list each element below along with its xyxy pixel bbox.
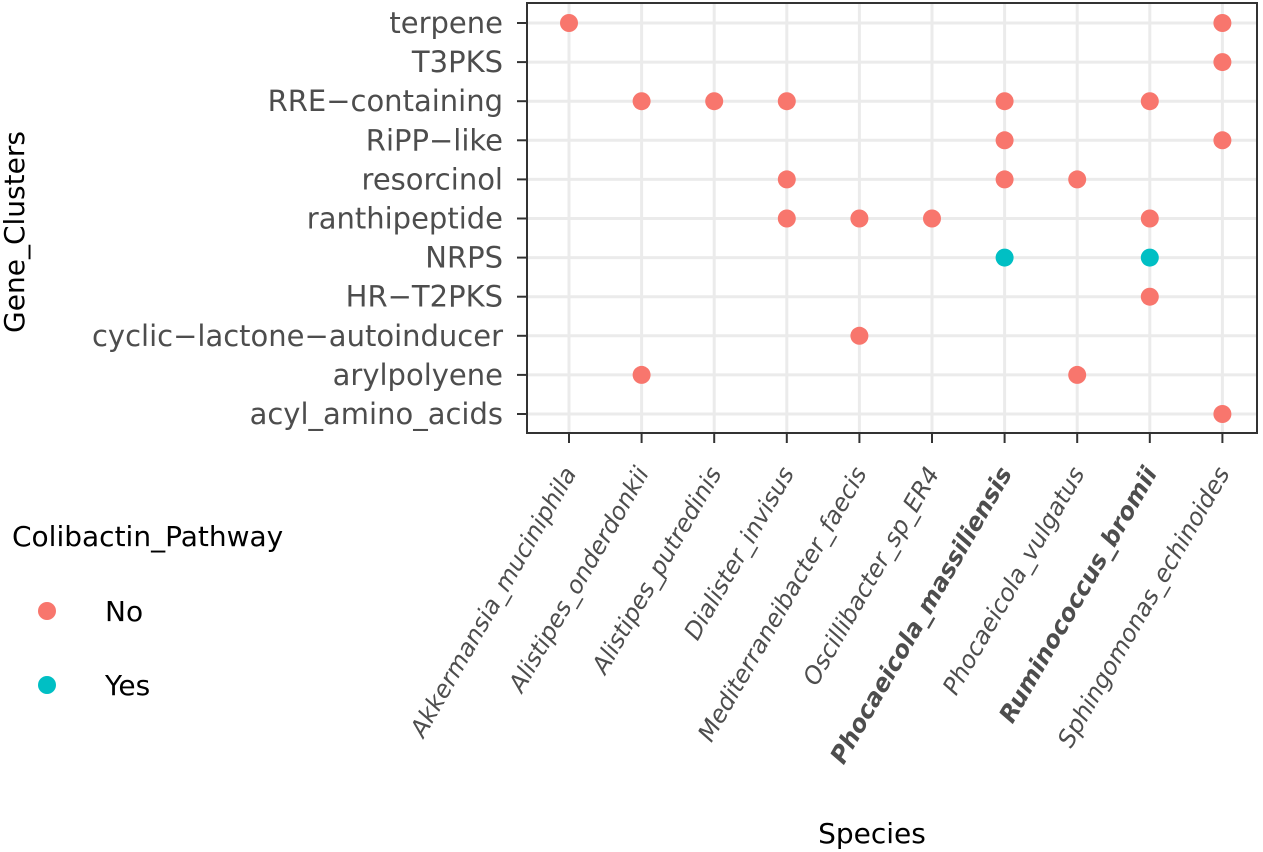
data-point xyxy=(850,209,869,228)
points-layer xyxy=(560,14,1232,423)
data-point xyxy=(995,131,1014,150)
x-tick-label: Oscillibacter_sp_ER4 xyxy=(797,462,945,690)
y-tick-label: cyclic−lactone−autoinducer xyxy=(92,319,503,353)
y-tick-label: NRPS xyxy=(425,241,503,275)
legend-label-yes: Yes xyxy=(104,669,150,702)
y-tick-label: RiPP−like xyxy=(366,123,503,157)
y-tick-label: ranthipeptide xyxy=(307,202,503,236)
legend: Colibactin_Pathway No Yes xyxy=(12,520,283,702)
data-point xyxy=(1213,131,1232,150)
data-point xyxy=(850,326,869,345)
y-tick-label: terpene xyxy=(389,6,503,40)
x-axis: Akkermansia_muciniphilaAlistipes_onderdo… xyxy=(404,433,1236,769)
data-point xyxy=(1068,365,1087,384)
data-point xyxy=(632,365,651,384)
y-tick-label: RRE−containing xyxy=(268,84,503,118)
data-point xyxy=(1213,405,1232,423)
x-tick-label: Alistipes_putredinis xyxy=(585,462,727,680)
y-axis: acyl_amino_acids arylpolyene cyclic−lacton… xyxy=(92,6,527,431)
legend-title: Colibactin_Pathway xyxy=(12,520,283,553)
data-point xyxy=(1140,209,1159,228)
data-point xyxy=(560,14,578,32)
y-tick-label: T3PKS xyxy=(411,45,503,79)
y-tick-label: resorcinol xyxy=(362,162,503,196)
x-tick-label: Phocaeicola_vulgatus xyxy=(937,462,1090,700)
data-point xyxy=(995,170,1014,189)
data-point xyxy=(777,209,796,228)
data-point xyxy=(1213,53,1232,72)
data-point xyxy=(1213,14,1232,32)
data-point xyxy=(1068,170,1087,189)
y-tick-label: arylpolyene xyxy=(333,358,503,392)
legend-items: No Yes xyxy=(38,595,150,702)
data-point xyxy=(1140,248,1159,267)
data-point xyxy=(1140,92,1159,111)
data-point xyxy=(777,92,796,111)
y-tick-label: HR−T2PKS xyxy=(346,280,503,314)
data-point xyxy=(777,170,796,189)
data-point xyxy=(995,248,1014,267)
x-tick-label: Alistipes_onderdonkii xyxy=(502,462,655,699)
legend-key-no xyxy=(38,602,56,620)
y-tick-label: acyl_amino_acids xyxy=(250,397,503,431)
y-axis-title: Gene_Clusters xyxy=(0,131,31,333)
data-point xyxy=(705,92,724,111)
legend-key-yes xyxy=(38,676,56,694)
data-point xyxy=(995,92,1014,111)
x-axis-title: Species xyxy=(818,817,926,850)
data-point xyxy=(632,92,651,111)
data-point xyxy=(923,209,941,228)
legend-label-no: No xyxy=(105,595,143,628)
data-point xyxy=(1140,287,1159,306)
